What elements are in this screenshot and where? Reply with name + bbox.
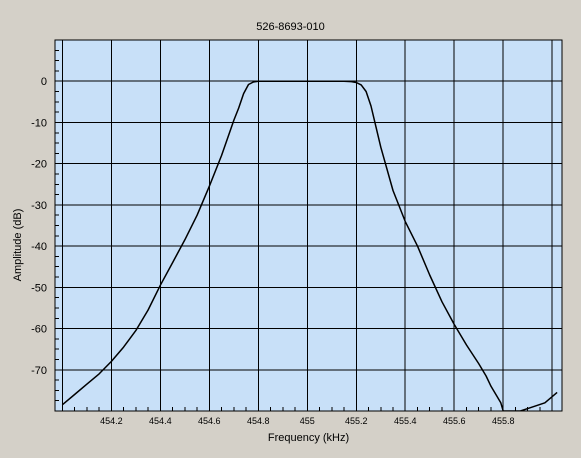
plot-area [55, 40, 562, 411]
x-tick-label: 454.6 [198, 416, 221, 426]
x-tick-label: 455.8 [492, 416, 515, 426]
y-tick-labels: 0 -10 -20 -30 -40 -50 -60 -70 [31, 76, 47, 377]
plot-frame [54, 39, 563, 412]
y-tick-label: -40 [31, 241, 47, 253]
x-tick-label: 454.2 [100, 416, 123, 426]
y-axis-label: Amplitude (dB) [12, 208, 24, 282]
x-tick-label: 455 [300, 416, 315, 426]
chart-title: 526-8693-010 [256, 21, 325, 33]
x-tick-label: 455.2 [345, 416, 368, 426]
x-axis-label: Frequency (kHz) [267, 432, 350, 444]
y-tick-label: -20 [31, 159, 47, 171]
series-line-1 [61, 80, 558, 411]
series-lines [61, 80, 558, 411]
plot-border [54, 39, 563, 412]
x-tick-labels: 454.2 454.4 454.6 454.8 455 455.2 455.4 455.6 45… [100, 416, 514, 426]
plot-background [55, 40, 562, 411]
x-tick-label: 455.4 [394, 416, 417, 426]
y-tick-label: -60 [31, 324, 47, 336]
x-tick-label: 454.4 [149, 416, 172, 426]
y-tick-label: 0 [41, 76, 47, 88]
x-tick-label: 455.6 [443, 416, 466, 426]
y-tick-label: -50 [31, 282, 47, 294]
y-tick-label: -10 [31, 117, 47, 129]
y-tick-label: -30 [31, 200, 47, 212]
y-tick-label: -70 [31, 365, 47, 377]
minor-ticks [55, 49, 553, 411]
x-tick-label: 454.8 [247, 416, 270, 426]
